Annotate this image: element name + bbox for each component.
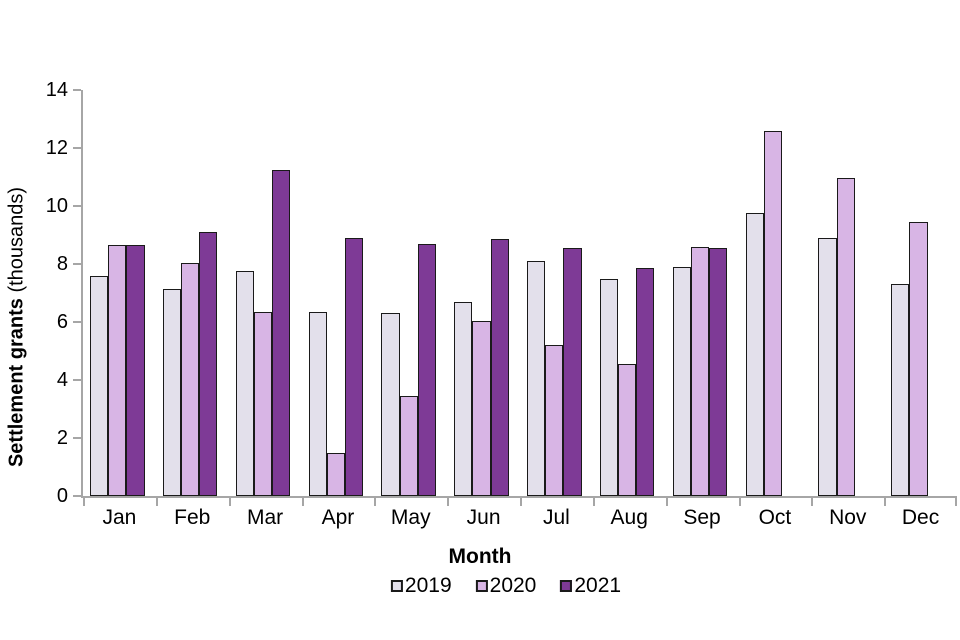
bar-may-2020 bbox=[399, 395, 418, 496]
bar-feb-2019 bbox=[162, 288, 182, 496]
legend-swatch-2021 bbox=[560, 580, 573, 592]
legend-label-2021: 2021 bbox=[574, 574, 622, 597]
y-tick-label: 8 bbox=[56, 253, 68, 275]
bar-dec-2019 bbox=[891, 284, 910, 496]
x-tick-label-apr: Apr bbox=[321, 506, 355, 529]
y-tick bbox=[73, 89, 81, 91]
x-axis-title: Month bbox=[448, 545, 512, 568]
x-tick-label-mar: Mar bbox=[246, 506, 284, 529]
legend-label-2020: 2020 bbox=[489, 574, 537, 597]
bar-jun-2020 bbox=[472, 320, 491, 496]
y-tick-label: 14 bbox=[45, 79, 68, 101]
x-tick bbox=[955, 498, 957, 506]
bar-mar-2019 bbox=[235, 271, 254, 496]
y-tick-label: 12 bbox=[45, 137, 68, 159]
y-tick-label: 4 bbox=[56, 369, 68, 391]
bar-mar-2021 bbox=[272, 169, 291, 496]
x-tick-label-may: May bbox=[390, 506, 431, 529]
x-tick-label-jul: Jul bbox=[542, 506, 570, 529]
legend-item-2019: 2019 bbox=[390, 574, 452, 598]
y-tick bbox=[73, 147, 81, 149]
bar-jan-2021 bbox=[126, 245, 145, 496]
x-tick-label-aug: Aug bbox=[610, 506, 648, 529]
bar-apr-2019 bbox=[308, 311, 327, 496]
x-tick bbox=[447, 498, 450, 506]
y-tick bbox=[73, 379, 81, 381]
x-tick bbox=[301, 498, 304, 506]
x-tick-label-nov: Nov bbox=[829, 506, 867, 529]
x-tick bbox=[665, 498, 668, 506]
bar-feb-2021 bbox=[199, 232, 218, 496]
x-tick bbox=[592, 498, 595, 506]
bar-aug-2020 bbox=[618, 364, 637, 496]
x-tick bbox=[228, 498, 231, 506]
x-tick-label-jan: Jan bbox=[102, 506, 137, 529]
y-tick bbox=[73, 263, 81, 265]
y-tick bbox=[73, 495, 81, 497]
y-tick bbox=[73, 205, 81, 207]
bar-jun-2021 bbox=[490, 239, 509, 496]
bar-apr-2021 bbox=[344, 237, 364, 496]
legend-item-2020: 2020 bbox=[475, 574, 537, 598]
bar-sep-2019 bbox=[672, 266, 691, 496]
x-tick-label-dec: Dec bbox=[901, 506, 940, 529]
bar-apr-2020 bbox=[326, 452, 345, 496]
plot-area: 0 2 4 6 8 10 12 14 Jan Feb Mar Apr May Jun Jul Aug Sep Oc… bbox=[46, 80, 957, 529]
x-tick bbox=[155, 498, 158, 506]
legend-item-2021: 2021 bbox=[560, 574, 621, 598]
bar-jan-2020 bbox=[108, 245, 127, 496]
x-tick bbox=[83, 498, 85, 506]
bar-jul-2019 bbox=[527, 261, 546, 496]
bar-jul-2021 bbox=[563, 248, 582, 496]
x-tick-label-feb: Feb bbox=[174, 506, 211, 529]
bar-feb-2020 bbox=[181, 262, 200, 496]
x-tick bbox=[811, 498, 814, 506]
y-tick-label: 0 bbox=[56, 485, 68, 507]
y-tick bbox=[73, 321, 81, 323]
y-tick-label: 10 bbox=[45, 195, 68, 217]
bar-oct-2019 bbox=[745, 213, 764, 496]
legend-swatch-2020 bbox=[475, 580, 488, 592]
y-tick bbox=[73, 437, 81, 439]
bar-may-2019 bbox=[381, 313, 400, 496]
bar-nov-2019 bbox=[818, 237, 837, 496]
bar-jan-2019 bbox=[90, 275, 109, 496]
bar-mar-2020 bbox=[253, 311, 273, 496]
y-tick-label: 2 bbox=[56, 427, 68, 449]
x-tick bbox=[374, 498, 377, 506]
bar-jul-2020 bbox=[545, 345, 564, 496]
bar-sep-2020 bbox=[690, 246, 710, 496]
x-tick-label-oct: Oct bbox=[758, 506, 792, 529]
bar-aug-2019 bbox=[599, 278, 619, 496]
y-tick-label: 6 bbox=[56, 311, 68, 333]
legend-label-2019: 2019 bbox=[404, 574, 452, 597]
bar-may-2021 bbox=[417, 243, 436, 496]
x-tick bbox=[884, 498, 887, 506]
bar-nov-2020 bbox=[836, 178, 855, 496]
x-tick bbox=[520, 498, 522, 506]
x-tick bbox=[738, 498, 741, 506]
bar-aug-2021 bbox=[636, 268, 655, 496]
legend-swatch-2019 bbox=[390, 580, 403, 592]
x-tick-label-jun: Jun bbox=[466, 506, 501, 529]
bar-oct-2020 bbox=[763, 130, 782, 496]
legend: 2019 2020 2021 bbox=[390, 574, 621, 598]
bar-sep-2021 bbox=[709, 248, 728, 496]
x-tick-label-sep: Sep bbox=[683, 506, 721, 529]
bar-dec-2020 bbox=[909, 221, 928, 496]
bar-jun-2019 bbox=[454, 301, 473, 496]
